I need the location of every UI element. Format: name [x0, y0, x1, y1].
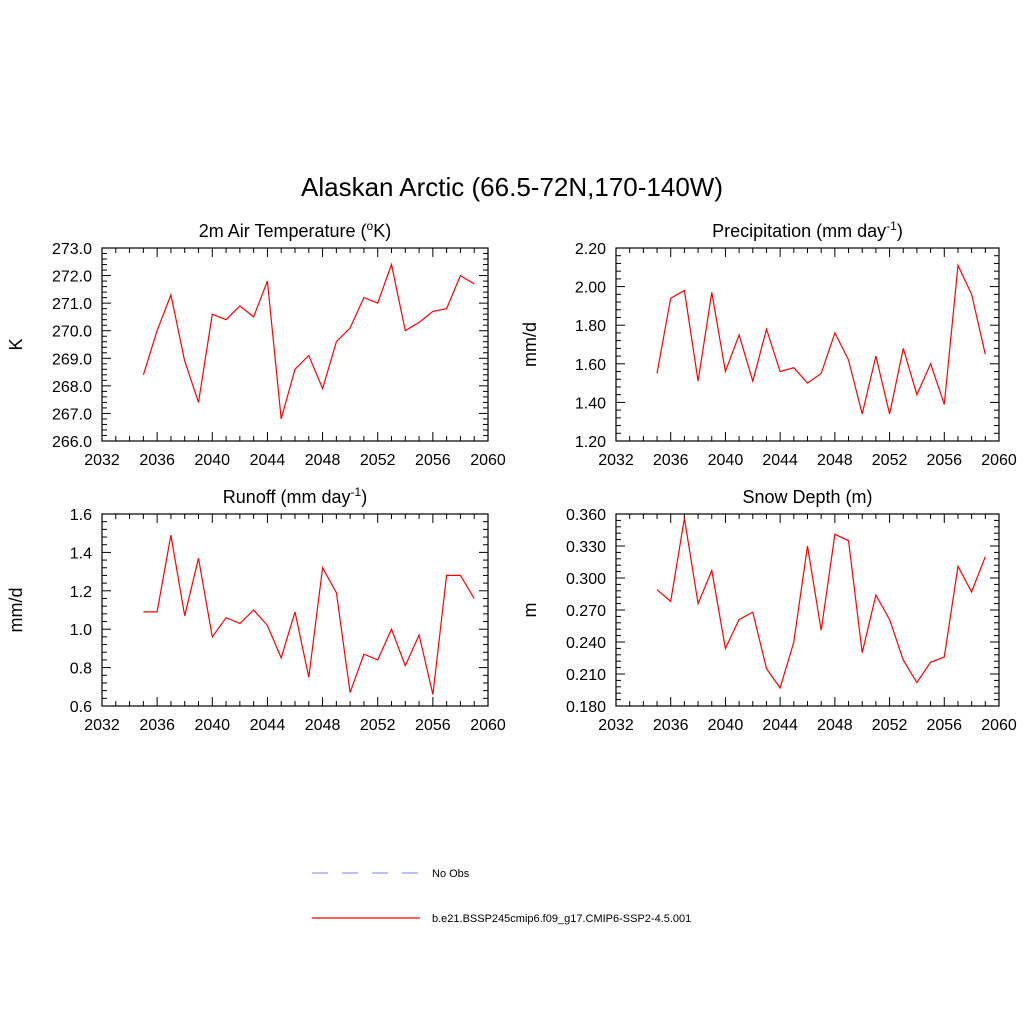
y-axis-label: K	[6, 338, 26, 350]
x-tick-label: 2036	[653, 452, 689, 469]
panel-title-superscript: o	[367, 219, 374, 233]
x-tick-label: 2032	[84, 452, 120, 469]
x-tick-label: 2052	[360, 452, 396, 469]
panel-title-superscript: -1	[886, 219, 897, 233]
panel-title-suffix: )	[897, 221, 903, 241]
x-tick-label: 2032	[598, 717, 634, 734]
y-tick-label: 0.240	[566, 635, 606, 652]
legend-label: No Obs	[432, 868, 470, 880]
x-tick-label: 2048	[817, 452, 853, 469]
x-tick-label: 2040	[708, 452, 744, 469]
chart-panel-2: 2032 2036 2040 2044 2048 2052 2056 2060 1.20 1.40…	[520, 219, 1017, 469]
series-line	[656, 263, 986, 415]
x-tick-label: 2052	[360, 717, 396, 734]
panel-title: Snow Depth (m)	[742, 487, 872, 507]
y-tick-label: 1.80	[575, 318, 606, 335]
panel-title-superscript: -1	[351, 485, 362, 499]
y-axis-label: mm/d	[520, 322, 540, 367]
x-tick-label: 2032	[84, 717, 120, 734]
y-tick-label: 272.0	[52, 269, 92, 286]
y-tick-label: 1.6	[70, 507, 92, 524]
series-line	[656, 518, 986, 690]
series-line	[142, 262, 475, 420]
y-tick-label: 270.0	[52, 324, 92, 341]
x-tick-label: 2044	[250, 717, 286, 734]
y-tick-label: 0.210	[566, 667, 606, 684]
x-tick-label: 2052	[872, 452, 908, 469]
y-tick-label: 1.2	[70, 584, 92, 601]
y-tick-label: 0.180	[566, 699, 606, 716]
y-tick-label: 267.0	[52, 406, 92, 423]
x-tick-label: 2048	[305, 452, 341, 469]
legend: No Obs b.e21.BSSP245cmip6.f09_g17.CMIP6-S…	[312, 868, 691, 925]
x-tick-label: 2052	[872, 717, 908, 734]
y-tick-label: 0.270	[566, 603, 606, 620]
chart-panel-4: 2032 2036 2040 2044 2048 2052 2056 2060 0.180 0.2…	[520, 487, 1017, 734]
x-tick-label: 2056	[415, 717, 451, 734]
x-tick-label: 2040	[708, 717, 744, 734]
x-tick-label: 2044	[762, 717, 798, 734]
x-tick-label: 2040	[194, 717, 230, 734]
y-tick-label: 271.0	[52, 296, 92, 313]
x-tick-label: 2060	[981, 717, 1017, 734]
legend-label: b.e21.BSSP245cmip6.f09_g17.CMIP6-SSP2-4.…	[432, 913, 691, 925]
x-tick-label: 2048	[817, 717, 853, 734]
y-tick-label: 268.0	[52, 379, 92, 396]
main-title: Alaskan Arctic (66.5-72N,170-140W)	[301, 172, 723, 202]
x-tick-label: 2056	[926, 717, 962, 734]
chart-panel-3: 2032 2036 2040 2044 2048 2052 2056 2060 0.6 0.8 1.…	[6, 485, 506, 734]
chart-panel-1: 2032 2036 2040 2044 2048 2052 2056 2060 266.0 267…	[6, 219, 506, 469]
panel-title-suffix: K)	[373, 221, 391, 241]
y-tick-label: 1.60	[575, 357, 606, 374]
series-line	[143, 534, 475, 695]
y-tick-label: 0.330	[566, 539, 606, 556]
panel-title: 2m Air Temperature (oK)	[199, 219, 391, 241]
y-axis-label: mm/d	[6, 588, 26, 633]
y-tick-label: 1.40	[575, 395, 606, 412]
x-tick-label: 2056	[415, 452, 451, 469]
x-tick-label: 2044	[250, 452, 286, 469]
y-tick-label: 0.300	[566, 571, 606, 588]
y-tick-label: 2.00	[575, 280, 606, 297]
y-tick-label: 266.0	[52, 434, 92, 451]
chart-panels: 2032 2036 2040 2044 2048 2052 2056 2060 266.0 267…	[6, 219, 1017, 734]
x-tick-label: 2060	[981, 452, 1017, 469]
y-axis-label: m	[520, 603, 540, 618]
y-tick-label: 2.20	[575, 241, 606, 258]
x-tick-label: 2032	[598, 452, 634, 469]
x-tick-label: 2036	[139, 717, 175, 734]
panel-title: Precipitation (mm day-1)	[712, 219, 903, 241]
y-tick-label: 1.4	[70, 545, 92, 562]
y-tick-label: 273.0	[52, 241, 92, 258]
legend-item-2: b.e21.BSSP245cmip6.f09_g17.CMIP6-SSP2-4.…	[312, 913, 691, 925]
x-tick-label: 2044	[762, 452, 798, 469]
x-tick-label: 2048	[305, 717, 341, 734]
x-tick-label: 2056	[926, 452, 962, 469]
y-tick-label: 1.0	[70, 622, 92, 639]
x-tick-label: 2040	[194, 452, 230, 469]
panel-title-suffix: )	[361, 487, 367, 507]
y-tick-label: 1.20	[575, 434, 606, 451]
y-tick-label: 0.8	[70, 661, 92, 678]
y-tick-label: 0.6	[70, 699, 92, 716]
legend-item-1: No Obs	[312, 868, 470, 880]
panel-title: Runoff (mm day-1)	[223, 485, 367, 507]
x-tick-label: 2060	[470, 717, 506, 734]
x-tick-label: 2036	[653, 717, 689, 734]
x-tick-label: 2036	[139, 452, 175, 469]
y-tick-label: 269.0	[52, 351, 92, 368]
y-tick-label: 0.360	[566, 507, 606, 524]
x-tick-label: 2060	[470, 452, 506, 469]
